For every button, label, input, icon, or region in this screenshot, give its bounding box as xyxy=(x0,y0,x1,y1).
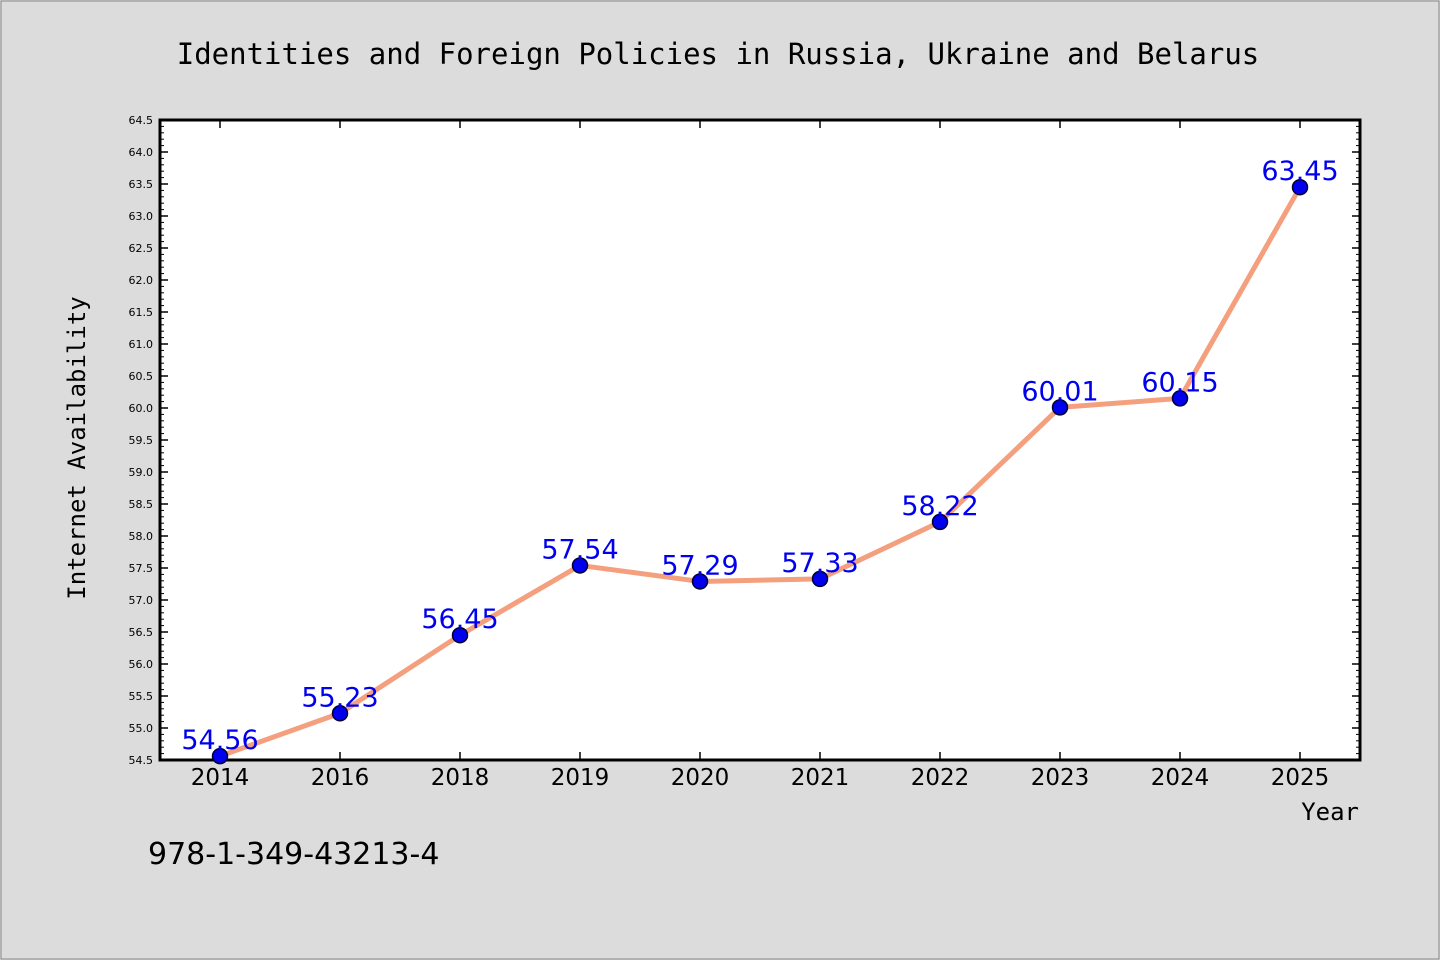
y-tick-label: 63.0 xyxy=(129,210,154,223)
y-tick-label: 58.5 xyxy=(129,498,154,511)
y-tick-label: 57.5 xyxy=(129,562,154,575)
data-point xyxy=(571,557,589,574)
x-tick-label: 2022 xyxy=(911,765,970,791)
data-label: 60.01 xyxy=(1021,376,1098,407)
y-tick-label: 63.5 xyxy=(129,178,154,191)
y-tick-label: 62.0 xyxy=(129,274,154,287)
data-label: 58.22 xyxy=(901,491,978,522)
data-labels: 54.56 55.23 56.45 57.54 57.29 57.33 58.22 60.01… xyxy=(181,156,1338,756)
footnote-isbn: 978-1-349-43213-4 xyxy=(148,837,439,872)
x-axis: 2014 2016 2018 2019 2020 2021 2022 2023 2024 2025 xyxy=(191,120,1330,791)
y-tick-label: 54.5 xyxy=(129,754,154,767)
y-tick-label: 59.5 xyxy=(129,434,154,447)
data-point xyxy=(1291,178,1309,196)
data-label: 57.33 xyxy=(781,548,858,579)
x-tick-label: 2016 xyxy=(311,765,370,791)
y-tick-label: 62.5 xyxy=(129,242,154,255)
y-tick-label: 56.0 xyxy=(129,658,154,671)
series-line xyxy=(217,184,1303,759)
chart-title: Identities and Foreign Policies in Russi… xyxy=(177,37,1260,71)
data-point xyxy=(1051,399,1069,416)
series-line-group xyxy=(217,184,1303,759)
y-tick-label: 61.0 xyxy=(129,338,154,351)
x-tick-label: 2018 xyxy=(431,765,490,791)
y-tick-label: 55.5 xyxy=(129,690,154,703)
y-tick-label: 64.0 xyxy=(129,146,154,159)
data-label: 57.54 xyxy=(541,534,618,565)
x-tick-label: 2014 xyxy=(191,765,250,791)
y-tick-label: 60.0 xyxy=(129,402,154,415)
x-tick-label: 2025 xyxy=(1271,765,1330,791)
data-label: 56.45 xyxy=(421,604,498,635)
y-tick-label: 58.0 xyxy=(129,530,154,543)
data-point xyxy=(211,747,229,765)
data-point xyxy=(451,626,469,644)
y-tick-label: 57.0 xyxy=(129,594,154,607)
y-axis: 54.5 55.0 55.5 56.0 56.5 57.0 57.5 58.0 58.5 59.0… xyxy=(129,114,1360,767)
y-tick-label: 61.5 xyxy=(129,306,154,319)
y-tick-label: 59.0 xyxy=(129,466,154,479)
data-label: 55.23 xyxy=(301,682,378,713)
x-tick-label: 2020 xyxy=(671,765,730,791)
data-point xyxy=(1171,390,1189,407)
data-label: 57.29 xyxy=(661,550,738,581)
data-points xyxy=(211,178,1309,765)
y-axis-label: Internet Availability xyxy=(63,296,91,599)
y-tick-label: 56.5 xyxy=(129,626,154,639)
x-tick-label: 2024 xyxy=(1151,765,1210,791)
data-point xyxy=(931,513,949,531)
x-tick-label: 2023 xyxy=(1031,765,1090,791)
data-label: 63.45 xyxy=(1261,156,1338,187)
y-tick-label: 60.5 xyxy=(129,370,154,383)
x-axis-label: Year xyxy=(1301,798,1359,826)
x-tick-label: 2021 xyxy=(791,765,850,791)
x-tick-label: 2019 xyxy=(551,765,610,791)
plot-area xyxy=(158,118,1362,762)
data-point xyxy=(331,705,349,722)
data-label: 60.15 xyxy=(1141,367,1218,398)
y-tick-label: 55.0 xyxy=(129,722,154,735)
data-label: 54.56 xyxy=(181,725,258,756)
data-point xyxy=(811,570,829,588)
data-point xyxy=(691,573,709,590)
y-tick-label: 64.5 xyxy=(129,114,154,127)
